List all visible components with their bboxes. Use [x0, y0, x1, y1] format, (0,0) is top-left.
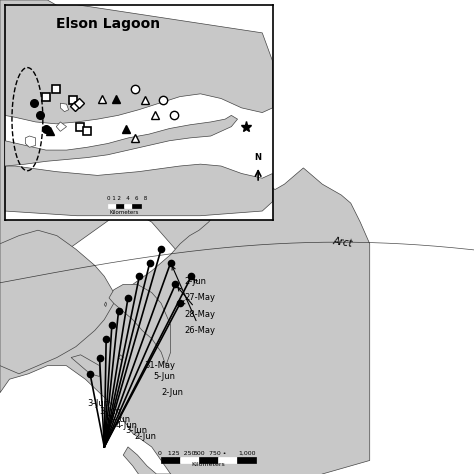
- Text: 27-May: 27-May: [181, 293, 216, 304]
- Bar: [161, 457, 180, 463]
- Polygon shape: [60, 103, 69, 112]
- Polygon shape: [5, 164, 273, 216]
- Polygon shape: [25, 136, 36, 147]
- Polygon shape: [0, 163, 370, 474]
- Polygon shape: [123, 447, 171, 474]
- Bar: [218, 457, 237, 463]
- Bar: [108, 203, 116, 208]
- Text: 500: 500: [193, 451, 205, 456]
- Polygon shape: [109, 149, 232, 190]
- Bar: [237, 457, 256, 463]
- Polygon shape: [56, 122, 66, 131]
- Polygon shape: [118, 355, 123, 360]
- Text: 3-Jun: 3-Jun: [125, 426, 147, 435]
- Polygon shape: [5, 115, 237, 166]
- Text: Arct: Arct: [332, 236, 353, 248]
- Polygon shape: [0, 0, 265, 357]
- Bar: [199, 457, 218, 463]
- Text: 2-Jun: 2-Jun: [161, 388, 183, 397]
- Text: Elson Lagoon: Elson Lagoon: [55, 17, 160, 31]
- Text: Kilometers: Kilometers: [109, 210, 139, 215]
- Text: 28-May: 28-May: [178, 287, 216, 319]
- Text: Kilometers: Kilometers: [191, 463, 226, 467]
- Polygon shape: [5, 5, 273, 124]
- Bar: [124, 203, 132, 208]
- Text: 4-Jun: 4-Jun: [116, 421, 137, 430]
- Text: 3-Jun: 3-Jun: [108, 415, 130, 424]
- Bar: [116, 203, 124, 208]
- Bar: [180, 457, 199, 463]
- Text: 1,000: 1,000: [238, 451, 256, 456]
- Text: 26-May: 26-May: [172, 266, 216, 335]
- Text: 2-Jun: 2-Jun: [185, 277, 207, 286]
- Text: 5-Jun: 5-Jun: [154, 372, 175, 381]
- Polygon shape: [209, 149, 223, 163]
- Text: 3-Jun: 3-Jun: [87, 399, 109, 408]
- Bar: [132, 203, 141, 208]
- Text: 31-May: 31-May: [144, 361, 175, 370]
- Polygon shape: [71, 355, 100, 376]
- Text: N: N: [255, 153, 262, 162]
- Text: 0 1 2   4   6   8: 0 1 2 4 6 8: [107, 196, 147, 201]
- Text: 0   125  250: 0 125 250: [158, 451, 196, 456]
- Polygon shape: [109, 284, 171, 365]
- Polygon shape: [0, 230, 114, 374]
- Text: 750 •: 750 •: [210, 451, 227, 456]
- Text: 3-Jun: 3-Jun: [100, 407, 122, 416]
- Text: 2-Jun: 2-Jun: [135, 432, 156, 440]
- Polygon shape: [104, 302, 107, 307]
